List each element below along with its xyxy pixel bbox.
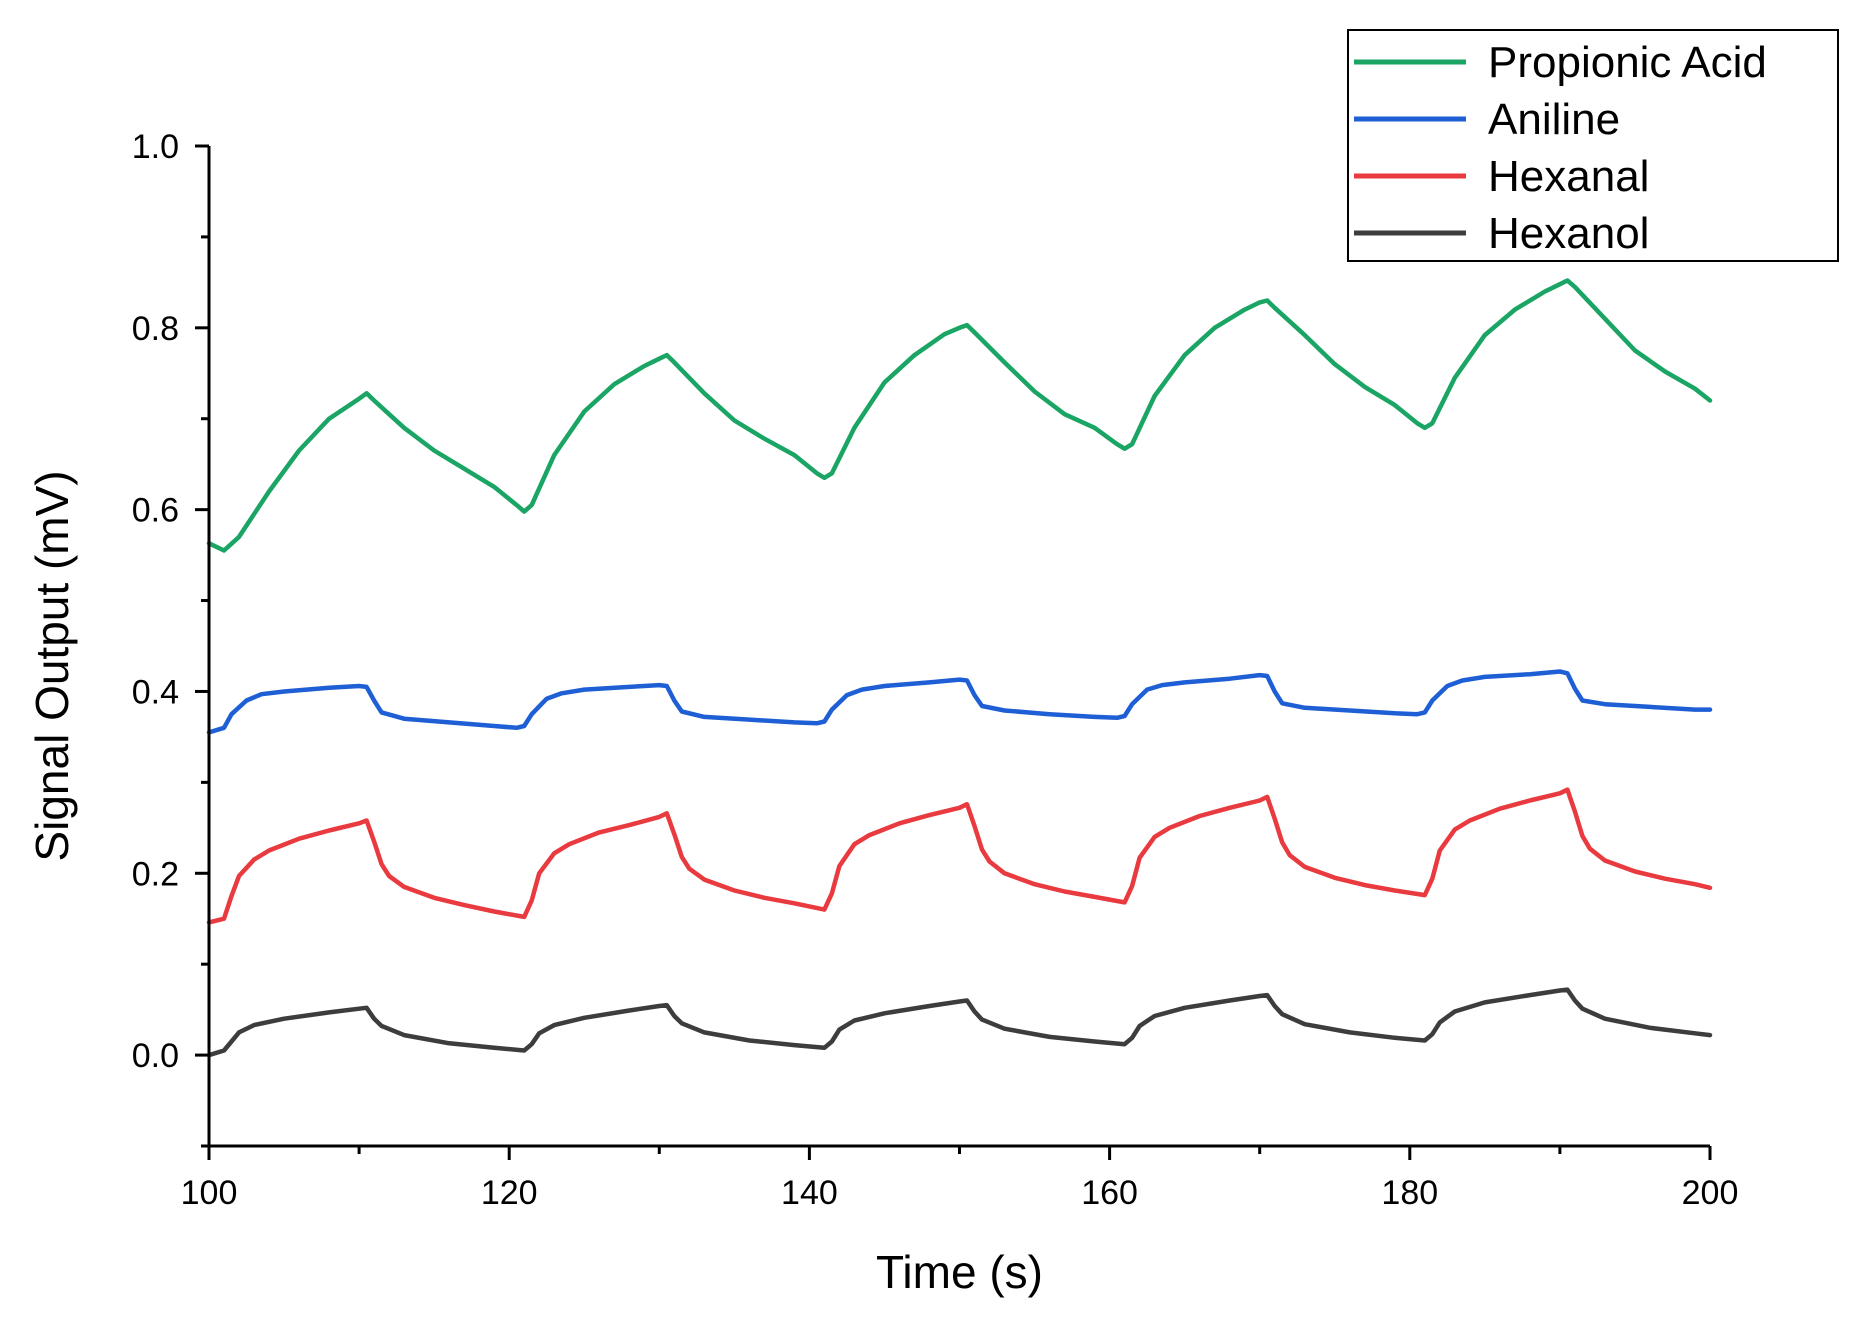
y-tick-label: 0.2: [132, 855, 179, 893]
legend-box: [1347, 29, 1839, 262]
series-line-propionic-acid: [206, 278, 1713, 553]
x-tick-label: 120: [481, 1174, 538, 1212]
x-tick-label: 160: [1081, 1174, 1138, 1212]
x-tick-label: 100: [181, 1174, 238, 1212]
legend-label: Aniline: [1488, 95, 1620, 144]
x-tick-label: 140: [781, 1174, 838, 1212]
series-line-aniline: [206, 669, 1713, 735]
y-tick-label: 0.4: [132, 673, 179, 711]
y-tick-label: 0.0: [132, 1037, 179, 1075]
y-axis-title: Signal Output (mV): [26, 470, 78, 861]
y-tick-label: 0.8: [132, 310, 179, 348]
axes: 100 120 140 160 180 200 0.0 0.2 0.4 0.6 0.8 1.0: [132, 128, 1739, 1212]
x-axis-title: Time (s): [876, 1246, 1043, 1298]
x-tick-label: 200: [1682, 1174, 1739, 1212]
legend: Propionic Acid Aniline Hexanal Hexanol: [1347, 29, 1839, 262]
legend-label: Propionic Acid: [1488, 38, 1767, 87]
legend-label: Hexanol: [1488, 209, 1649, 258]
y-tick-label: 0.6: [132, 492, 179, 530]
plot-area: [206, 278, 1713, 1058]
series-line-hexanol: [206, 987, 1713, 1058]
series-line-hexanal: [206, 787, 1713, 925]
y-tick-label: 1.0: [132, 128, 179, 166]
legend-label: Hexanal: [1488, 152, 1649, 201]
x-tick-label: 180: [1381, 1174, 1438, 1212]
